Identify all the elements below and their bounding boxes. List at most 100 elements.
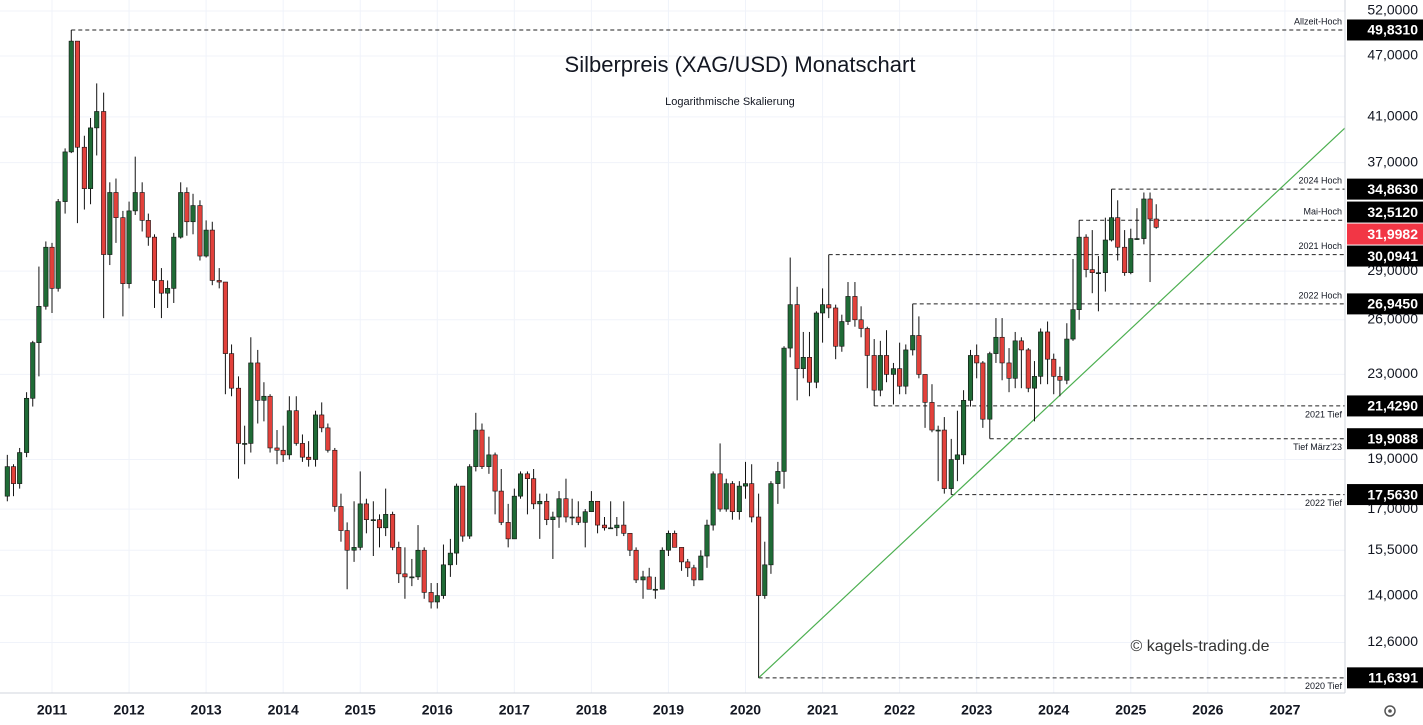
candle-body <box>845 296 851 322</box>
candle-body <box>390 514 396 548</box>
candle-body <box>871 355 877 391</box>
candle-body <box>68 40 74 153</box>
y-tick-label: 15,5000 <box>1367 541 1418 557</box>
candle-body <box>299 443 305 458</box>
candle-body <box>890 368 896 375</box>
candle-body <box>531 478 537 505</box>
candle-body <box>1128 238 1134 273</box>
trend-line <box>758 127 1346 679</box>
candle-body <box>916 335 922 375</box>
candle-body <box>627 533 633 551</box>
y-tick-label: 14,0000 <box>1367 586 1418 602</box>
candle-body <box>691 567 697 581</box>
candle-body <box>935 429 941 432</box>
candle-body <box>929 402 935 431</box>
candle-body <box>1134 238 1140 240</box>
settings-icon[interactable] <box>1384 705 1396 717</box>
candle-body <box>460 485 466 537</box>
candle-body <box>267 395 273 449</box>
candle-body <box>24 397 30 453</box>
candle-body <box>787 304 793 349</box>
candle-body <box>582 511 588 523</box>
candle-body <box>948 459 954 489</box>
gear-center[interactable] <box>1388 709 1392 713</box>
candle-body <box>633 549 639 581</box>
candle-body <box>486 454 492 467</box>
candle-body <box>903 349 909 387</box>
candle-body <box>1147 198 1153 220</box>
candle-body <box>614 524 620 529</box>
candle-body <box>1122 246 1128 273</box>
candle-body <box>1095 272 1101 274</box>
gear[interactable] <box>1384 705 1396 717</box>
candle-body <box>447 552 453 566</box>
level-name: 2022 Hoch <box>1298 290 1342 300</box>
candle-body <box>698 555 704 581</box>
candle-body <box>428 592 434 603</box>
candle-body <box>280 449 286 456</box>
x-tick-label: 2014 <box>268 702 299 718</box>
candle-body <box>467 466 473 537</box>
candle-body <box>415 549 421 578</box>
x-tick-label: 2021 <box>807 702 838 718</box>
candle-body <box>569 516 575 519</box>
candle-body <box>1070 309 1076 340</box>
candle-body <box>293 410 299 444</box>
price-box <box>1347 178 1423 200</box>
x-tick-label: 2024 <box>1038 702 1069 718</box>
price-box-label: 17,5630 <box>1367 486 1418 502</box>
candle-body <box>999 336 1005 364</box>
candle-body <box>383 514 389 529</box>
candle-body <box>588 500 594 513</box>
price-box-label: 11,6391 <box>1368 670 1418 686</box>
candle-body <box>274 447 280 451</box>
candle-body <box>967 355 974 401</box>
x-tick-label: 2012 <box>113 702 144 718</box>
candle-body <box>126 210 132 284</box>
price-box <box>1347 223 1423 245</box>
candle-body <box>742 483 749 487</box>
candle-body <box>306 456 312 460</box>
level-name: Mai-Hoch <box>1303 207 1342 217</box>
plot <box>4 29 1346 679</box>
candle-body <box>184 192 190 223</box>
y-tick-label: 23,0000 <box>1367 365 1418 381</box>
candle-body <box>1153 218 1159 228</box>
candle-body <box>107 192 113 255</box>
candle-body <box>313 414 319 460</box>
candle-body <box>101 111 107 255</box>
level-name: Allzeit-Hoch <box>1294 16 1342 26</box>
candle-body <box>1057 376 1063 381</box>
candle-body <box>43 246 49 307</box>
price-box-label: 26,9450 <box>1367 296 1418 312</box>
candle-body <box>17 452 23 484</box>
candle-body <box>704 524 710 557</box>
candle-body <box>768 483 774 566</box>
candle-body <box>178 192 184 238</box>
candle-body <box>749 483 755 518</box>
price-box <box>1347 395 1423 417</box>
candle-body <box>517 473 524 497</box>
candle-body <box>922 374 928 403</box>
candle-body <box>319 414 325 429</box>
level-name: 2020 Tief <box>1305 681 1343 691</box>
candle-body <box>396 547 402 575</box>
candle-body <box>1018 340 1024 351</box>
candle-body <box>575 516 581 523</box>
candle-body <box>858 319 864 329</box>
price-box <box>1347 293 1423 315</box>
candle-body <box>190 205 196 223</box>
candle-body <box>344 530 350 551</box>
candle-body <box>640 576 646 581</box>
candle-body <box>197 205 203 257</box>
candle-body <box>242 443 248 445</box>
candle-body <box>351 547 357 551</box>
candle-body <box>1031 376 1037 389</box>
chart-subtitle: Logarithmische Skalierung <box>665 96 795 108</box>
candle-body <box>980 362 986 420</box>
price-box <box>1347 667 1423 689</box>
candle-body <box>775 471 781 484</box>
candle-body <box>132 192 138 212</box>
candle-body <box>884 355 890 375</box>
